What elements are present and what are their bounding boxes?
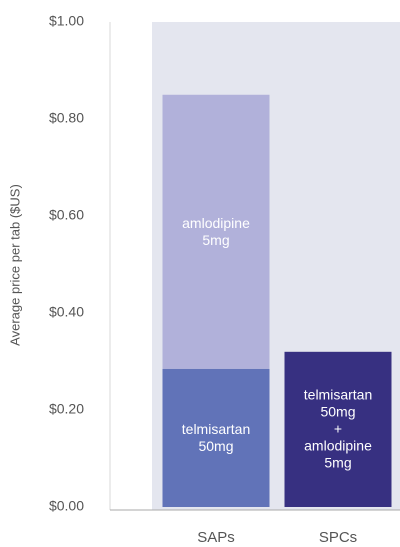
- y-axis-label: Average price per tab ($US): [7, 184, 22, 346]
- y-tick-label: $1.00: [49, 13, 84, 29]
- bar-label: telmisartan 50mg: [181, 420, 251, 454]
- y-tick-label: $0.80: [49, 110, 84, 126]
- bar-segment: [284, 351, 392, 507]
- y-tick-label: $0.00: [49, 498, 84, 514]
- y-tick-label: $0.20: [49, 401, 84, 417]
- bar-label: amlodipine 5mg: [182, 214, 250, 248]
- y-tick-label: $0.40: [49, 304, 84, 320]
- bar-label: telmisartan 50mg + amlodipine 5mg: [303, 386, 373, 471]
- bar-segment: [162, 368, 270, 507]
- bar-segment: [162, 94, 270, 369]
- x-tick-label: SAPs: [197, 529, 235, 546]
- y-tick-label: $0.60: [49, 207, 84, 223]
- x-tick-label: SPCs: [319, 529, 357, 546]
